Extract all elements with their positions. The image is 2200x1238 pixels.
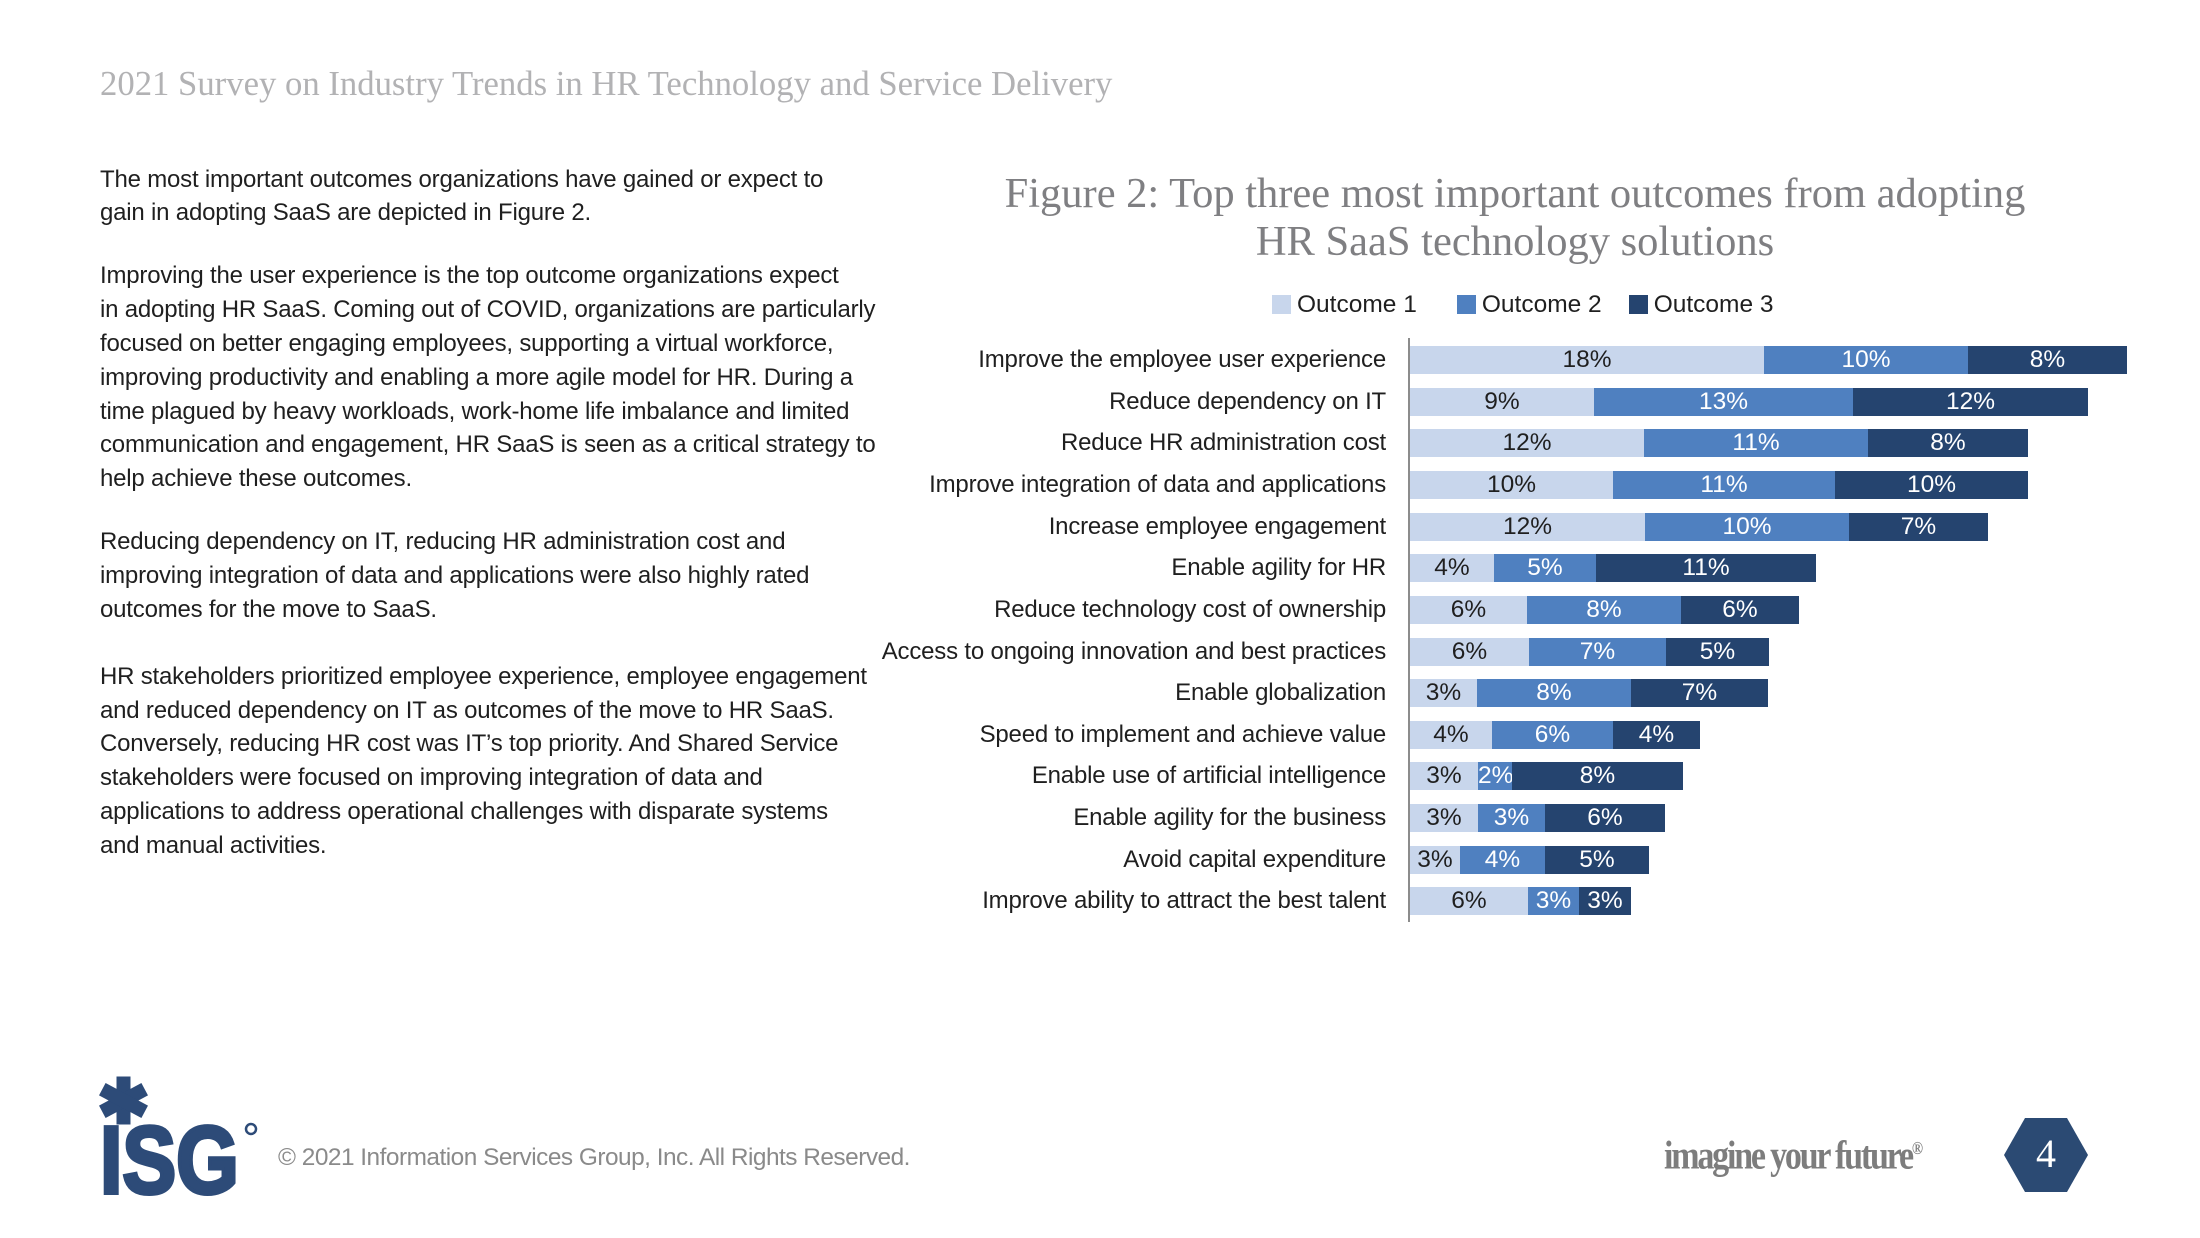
svg-text:ISG: ISG — [100, 1106, 239, 1202]
svg-text:4: 4 — [2036, 1131, 2056, 1176]
